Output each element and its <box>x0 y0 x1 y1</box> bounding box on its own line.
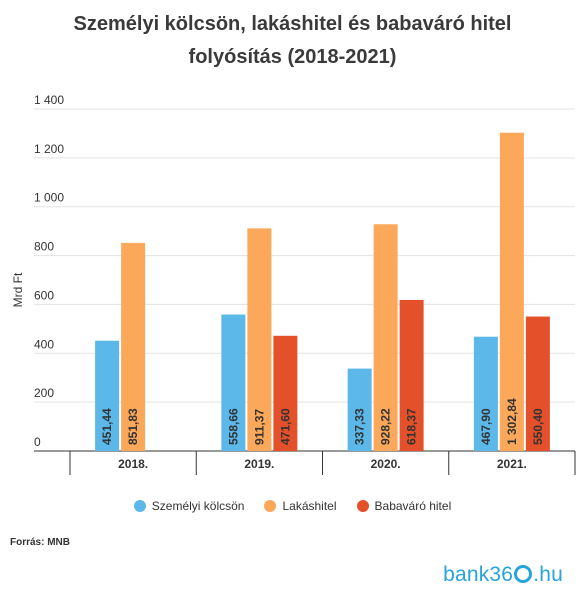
bar <box>473 336 498 451</box>
x-tick-label: 2021. <box>497 457 527 471</box>
bar <box>499 132 524 451</box>
legend-item-szemelyi[interactable]: Személyi kölcsön <box>133 499 245 513</box>
bar <box>95 340 120 451</box>
bar <box>221 314 246 451</box>
legend-marker-szemelyi <box>133 500 146 512</box>
y-tick-label: 600 <box>34 288 54 302</box>
x-tick-label: 2018. <box>118 457 148 471</box>
bar <box>273 335 298 451</box>
data-label: 337,33 <box>353 408 367 445</box>
y-tick-label: 1 200 <box>34 142 64 156</box>
bar <box>525 316 550 451</box>
data-label: 550,40 <box>531 408 545 445</box>
data-label: 467,90 <box>479 408 493 445</box>
bar <box>247 228 272 451</box>
bar-chart: 0 200 400 600 800 1 000 1 200 1 400 Mrd Ft 451,44… <box>11 93 576 475</box>
y-tick-label: 200 <box>34 386 54 400</box>
bank360-logo[interactable]: bank36 .hu <box>443 563 563 587</box>
y-tick-label: 1 000 <box>34 191 64 205</box>
legend-item-babavaro[interactable]: Babaváró hitel <box>356 499 452 513</box>
source-note: Forrás: MNB <box>10 537 71 548</box>
data-label: 558,66 <box>226 408 240 445</box>
data-label: 1 302,84 <box>505 398 519 445</box>
logo-text-part2: .hu <box>533 563 563 586</box>
bar <box>347 368 372 451</box>
logo-zero-icon <box>514 565 533 583</box>
data-label: 451,44 <box>100 408 114 445</box>
y-tick-label: 400 <box>34 337 54 351</box>
legend-marker-babavaro <box>356 500 369 512</box>
data-label: 618,37 <box>405 408 419 445</box>
legend-label-szemelyi: Személyi kölcsön <box>151 499 245 513</box>
x-tick-label: 2020. <box>371 457 401 471</box>
y-tick-label: 800 <box>34 240 54 254</box>
chart-title: Személyi kölcsön, lakáshitel és babaváró… <box>0 8 585 74</box>
legend: Személyi kölcsön Lakáshitel Babaváró hit… <box>0 499 585 513</box>
data-label: 928,22 <box>379 408 393 445</box>
x-tick-label: 2019. <box>244 457 274 471</box>
legend-label-lakashitel: Lakáshitel <box>282 499 337 513</box>
bar <box>373 224 398 451</box>
legend-marker-lakashitel <box>264 500 277 512</box>
y-tick-label: 0 <box>34 435 41 449</box>
legend-item-lakashitel[interactable]: Lakáshitel <box>264 499 337 513</box>
y-tick-label: 1 400 <box>34 93 64 107</box>
y-axis-label: Mrd Ft <box>11 272 25 307</box>
data-label: 851,83 <box>126 408 140 445</box>
data-label: 471,60 <box>278 408 292 445</box>
chart-title-line-1: Személyi kölcsön, lakáshitel és babaváró… <box>73 13 512 35</box>
logo-text-part1: bank36 <box>443 563 514 586</box>
chart-title-line-2: folyósítás (2018-2021) <box>188 46 397 68</box>
bar <box>121 242 146 451</box>
data-label: 911,37 <box>252 409 266 445</box>
bar <box>399 299 424 451</box>
legend-label-babavaro: Babaváró hitel <box>374 499 452 513</box>
